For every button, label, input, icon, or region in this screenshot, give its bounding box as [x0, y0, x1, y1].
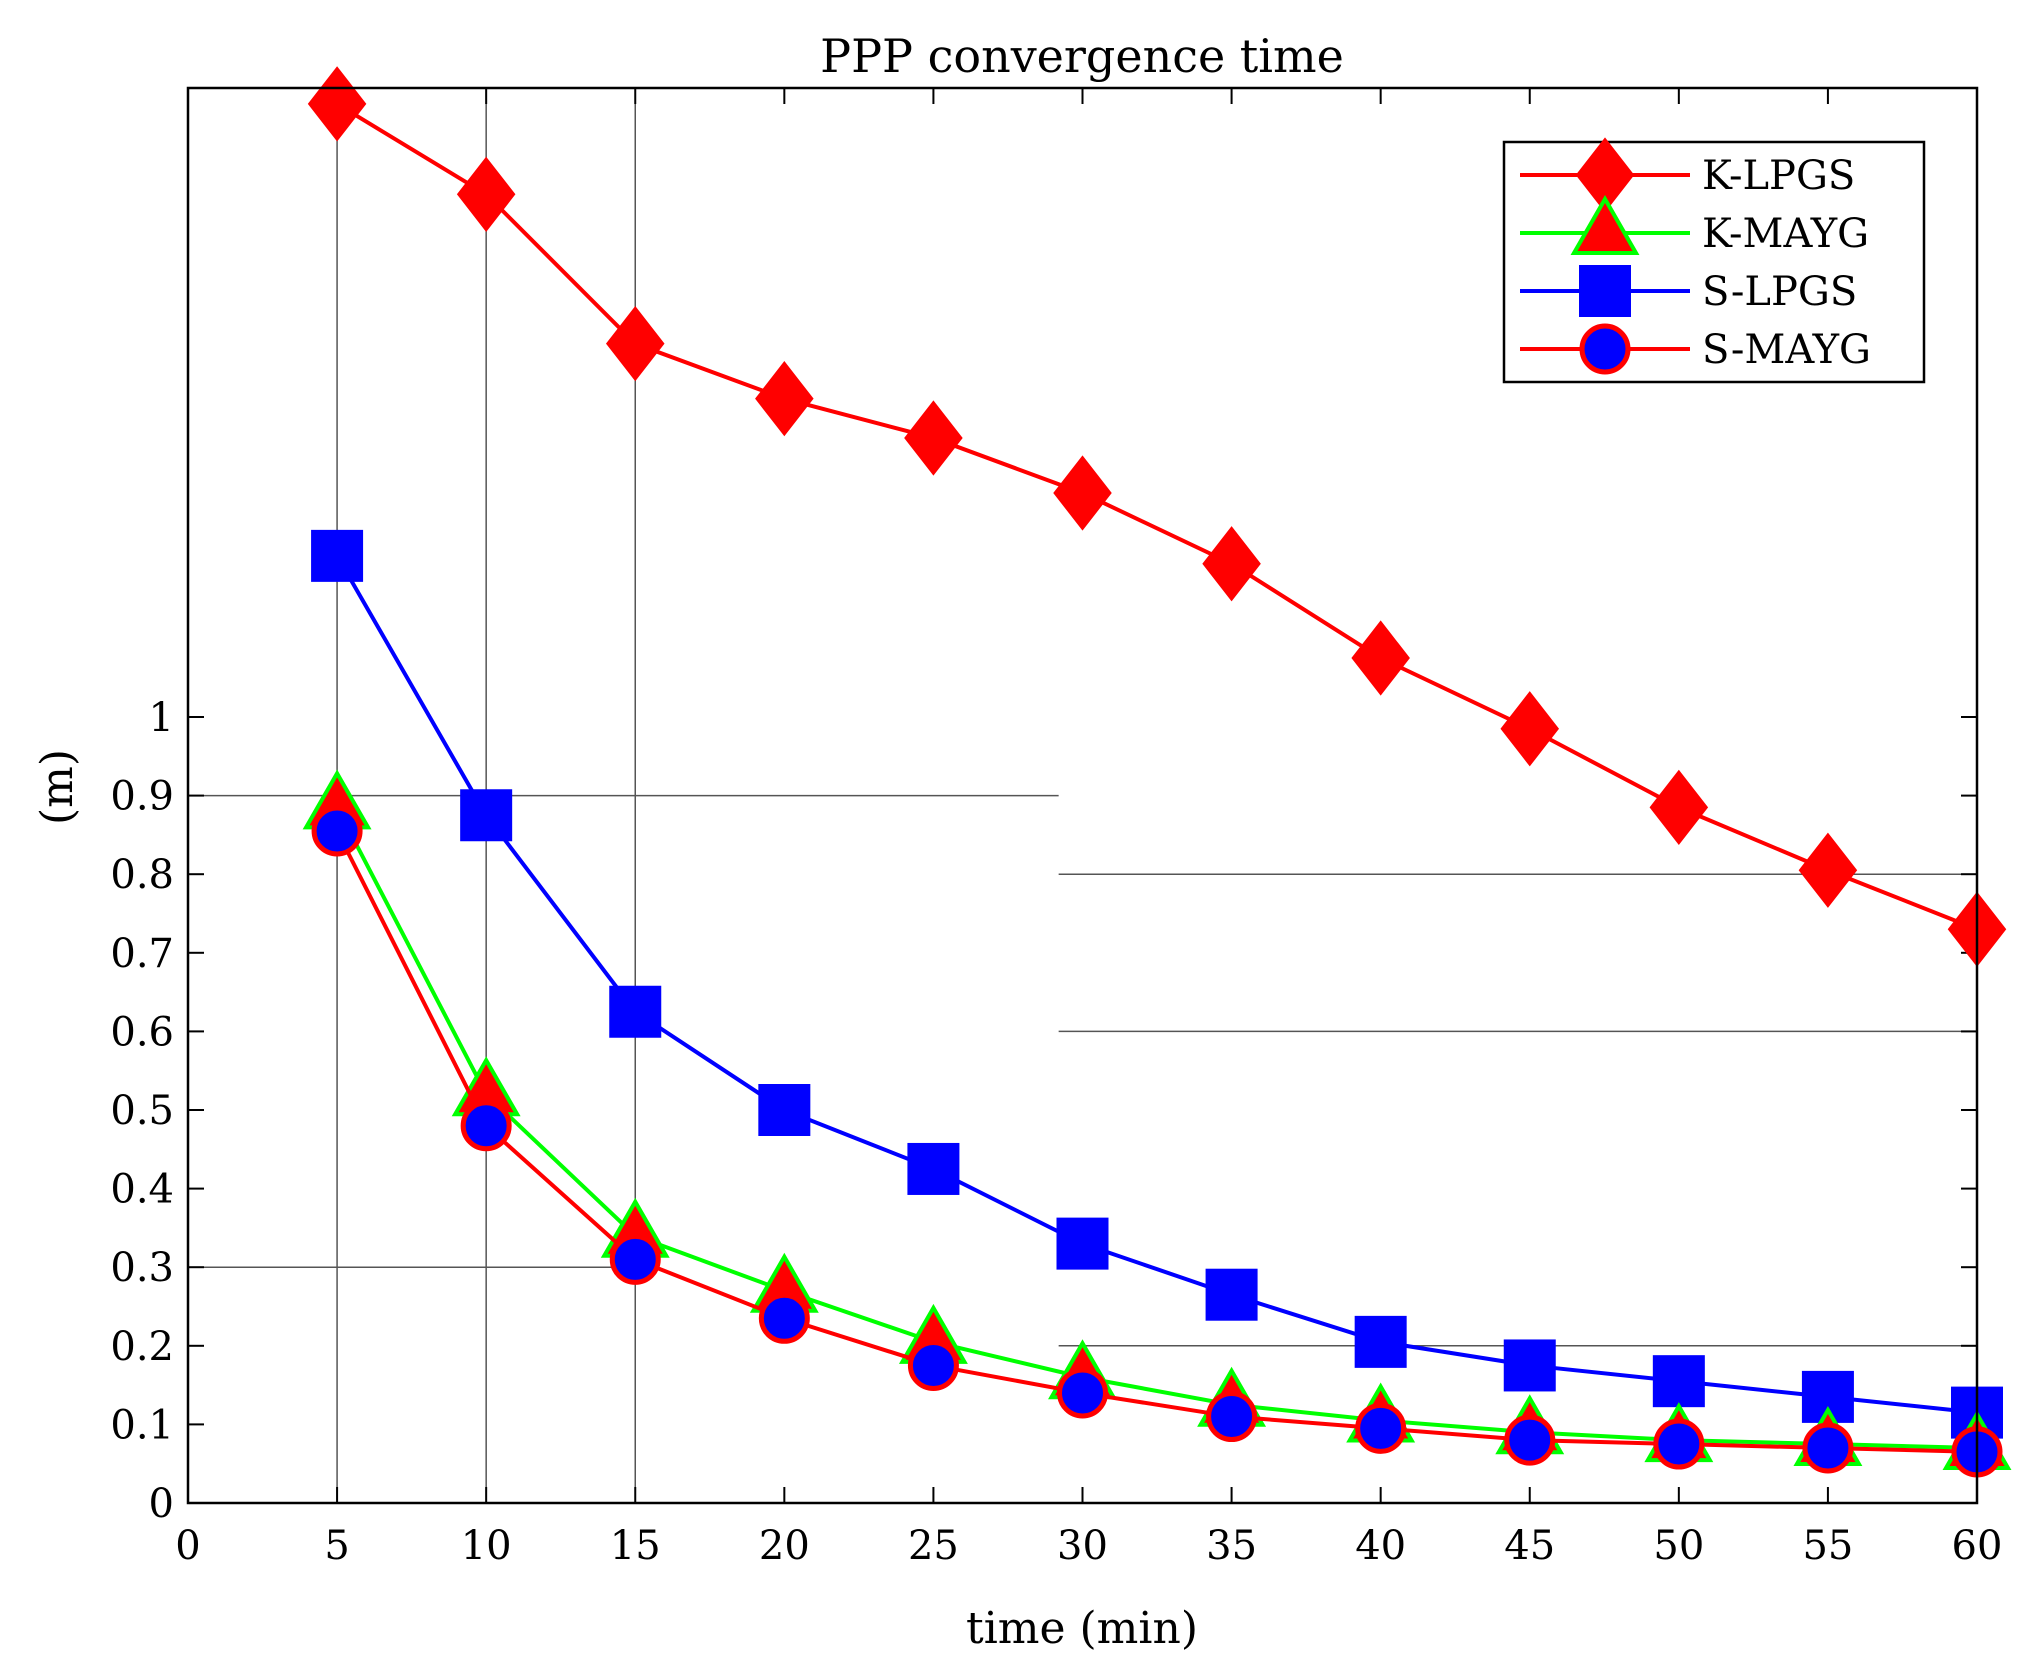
x-tick-label: 10	[461, 1523, 512, 1569]
point-s-mayg-10	[460, 1100, 512, 1152]
point-s-mayg-55	[1802, 1422, 1854, 1474]
point-s-lpgs-25	[907, 1142, 960, 1195]
point-s-lpgs-15	[609, 985, 662, 1038]
point-s-lpgs-30	[1056, 1217, 1109, 1270]
y-tick-label: 0.8	[110, 852, 174, 898]
y-axis-label: (m)	[32, 749, 83, 825]
point-s-mayg-50	[1653, 1418, 1705, 1470]
point-s-mayg-40	[1355, 1402, 1407, 1454]
point-k-lpgs-30	[1053, 455, 1112, 531]
x-tick-label: 5	[324, 1523, 349, 1569]
axes: 0 5 10 15 20 25 30 35 40 45 50 55 60 0 0.1 0.2 0.3 0.4 0.5…	[110, 88, 2002, 1569]
point-s-lpgs-5	[311, 529, 364, 582]
point-s-mayg-25	[907, 1339, 959, 1391]
chart-title: PPP convergence time	[820, 29, 1344, 83]
y-tick-label: 0.2	[110, 1324, 174, 1370]
point-s-lpgs-40	[1354, 1315, 1407, 1368]
series-s-mayg	[311, 805, 2003, 1478]
point-s-mayg-5	[311, 805, 363, 857]
x-tick-label: 25	[908, 1523, 959, 1569]
point-s-mayg-15	[609, 1233, 661, 1285]
series-k-lpgs	[307, 66, 2007, 967]
x-tick-label: 30	[1057, 1523, 1108, 1569]
x-tick-label: 60	[1952, 1523, 2003, 1569]
y-tick-label: 1	[149, 695, 174, 741]
series-plot-area	[302, 66, 2012, 1478]
legend-label-s-lpgs: S-LPGS	[1702, 269, 1857, 315]
point-s-lpgs-10	[460, 789, 513, 842]
legend-item-s-lpgs: S-LPGS	[1520, 265, 1857, 317]
y-tick-label: 0.3	[110, 1245, 174, 1291]
point-k-lpgs-5	[307, 66, 367, 142]
legend-marker-k-mayg	[1570, 194, 1640, 255]
point-s-lpgs-35	[1205, 1268, 1258, 1321]
point-s-mayg-35	[1206, 1391, 1258, 1443]
point-k-lpgs-25	[904, 400, 963, 476]
point-k-lpgs-50	[1649, 769, 1709, 846]
x-tick-label: 55	[1802, 1523, 1853, 1569]
legend-item-k-mayg: K-MAYG	[1520, 194, 1869, 257]
point-s-lpgs-50	[1652, 1355, 1705, 1408]
point-s-lpgs-45	[1503, 1339, 1556, 1392]
legend-item-s-mayg: S-MAYG	[1520, 323, 1871, 375]
point-s-lpgs-20	[758, 1084, 811, 1136]
point-k-lpgs-15	[605, 306, 665, 382]
x-tick-label: 35	[1206, 1523, 1257, 1569]
x-tick-label: 40	[1355, 1523, 1406, 1569]
legend-marker-s-mayg	[1579, 323, 1631, 375]
y-tick-label: 0.1	[110, 1402, 174, 1448]
y-tick-label: 0.9	[110, 774, 174, 820]
point-k-lpgs-45	[1500, 691, 1560, 767]
y-tick-label: 0.7	[110, 931, 174, 977]
y-tick-label: 0	[149, 1481, 174, 1527]
point-s-mayg-20	[758, 1292, 810, 1344]
point-s-mayg-45	[1504, 1414, 1556, 1466]
x-tick-label: 0	[175, 1523, 200, 1569]
x-axis-label: time (min)	[966, 1603, 1198, 1654]
point-k-lpgs-10	[456, 156, 516, 232]
plot-frame	[186, 86, 1979, 1505]
point-k-lpgs-20	[755, 361, 814, 437]
point-k-lpgs-35	[1202, 526, 1261, 602]
point-k-lpgs-55	[1798, 832, 1858, 908]
legend-marker-s-lpgs	[1579, 265, 1631, 317]
legend-label-s-mayg: S-MAYG	[1702, 327, 1871, 373]
y-tick-label: 0.6	[110, 1009, 174, 1055]
y-tick-label: 0.5	[110, 1088, 174, 1134]
legend-label-k-lpgs: K-LPGS	[1702, 153, 1855, 199]
legend-label-k-mayg: K-MAYG	[1702, 211, 1869, 257]
series-line-k-lpgs	[336, 102, 1978, 932]
x-tick-label: 50	[1653, 1523, 1704, 1569]
x-tick-label: 15	[610, 1523, 661, 1569]
x-tick-label: 45	[1504, 1523, 1555, 1569]
legend-box	[1502, 140, 1926, 384]
y-tick-label: 0.4	[110, 1167, 174, 1213]
legend: K-LPGS K-MAYG S-LPGS S-MAYG	[1502, 137, 1926, 384]
point-s-mayg-30	[1057, 1367, 1108, 1419]
x-tick-label: 20	[759, 1523, 810, 1569]
legend-item-k-lpgs: K-LPGS	[1520, 137, 1855, 213]
point-k-lpgs-40	[1351, 620, 1410, 696]
